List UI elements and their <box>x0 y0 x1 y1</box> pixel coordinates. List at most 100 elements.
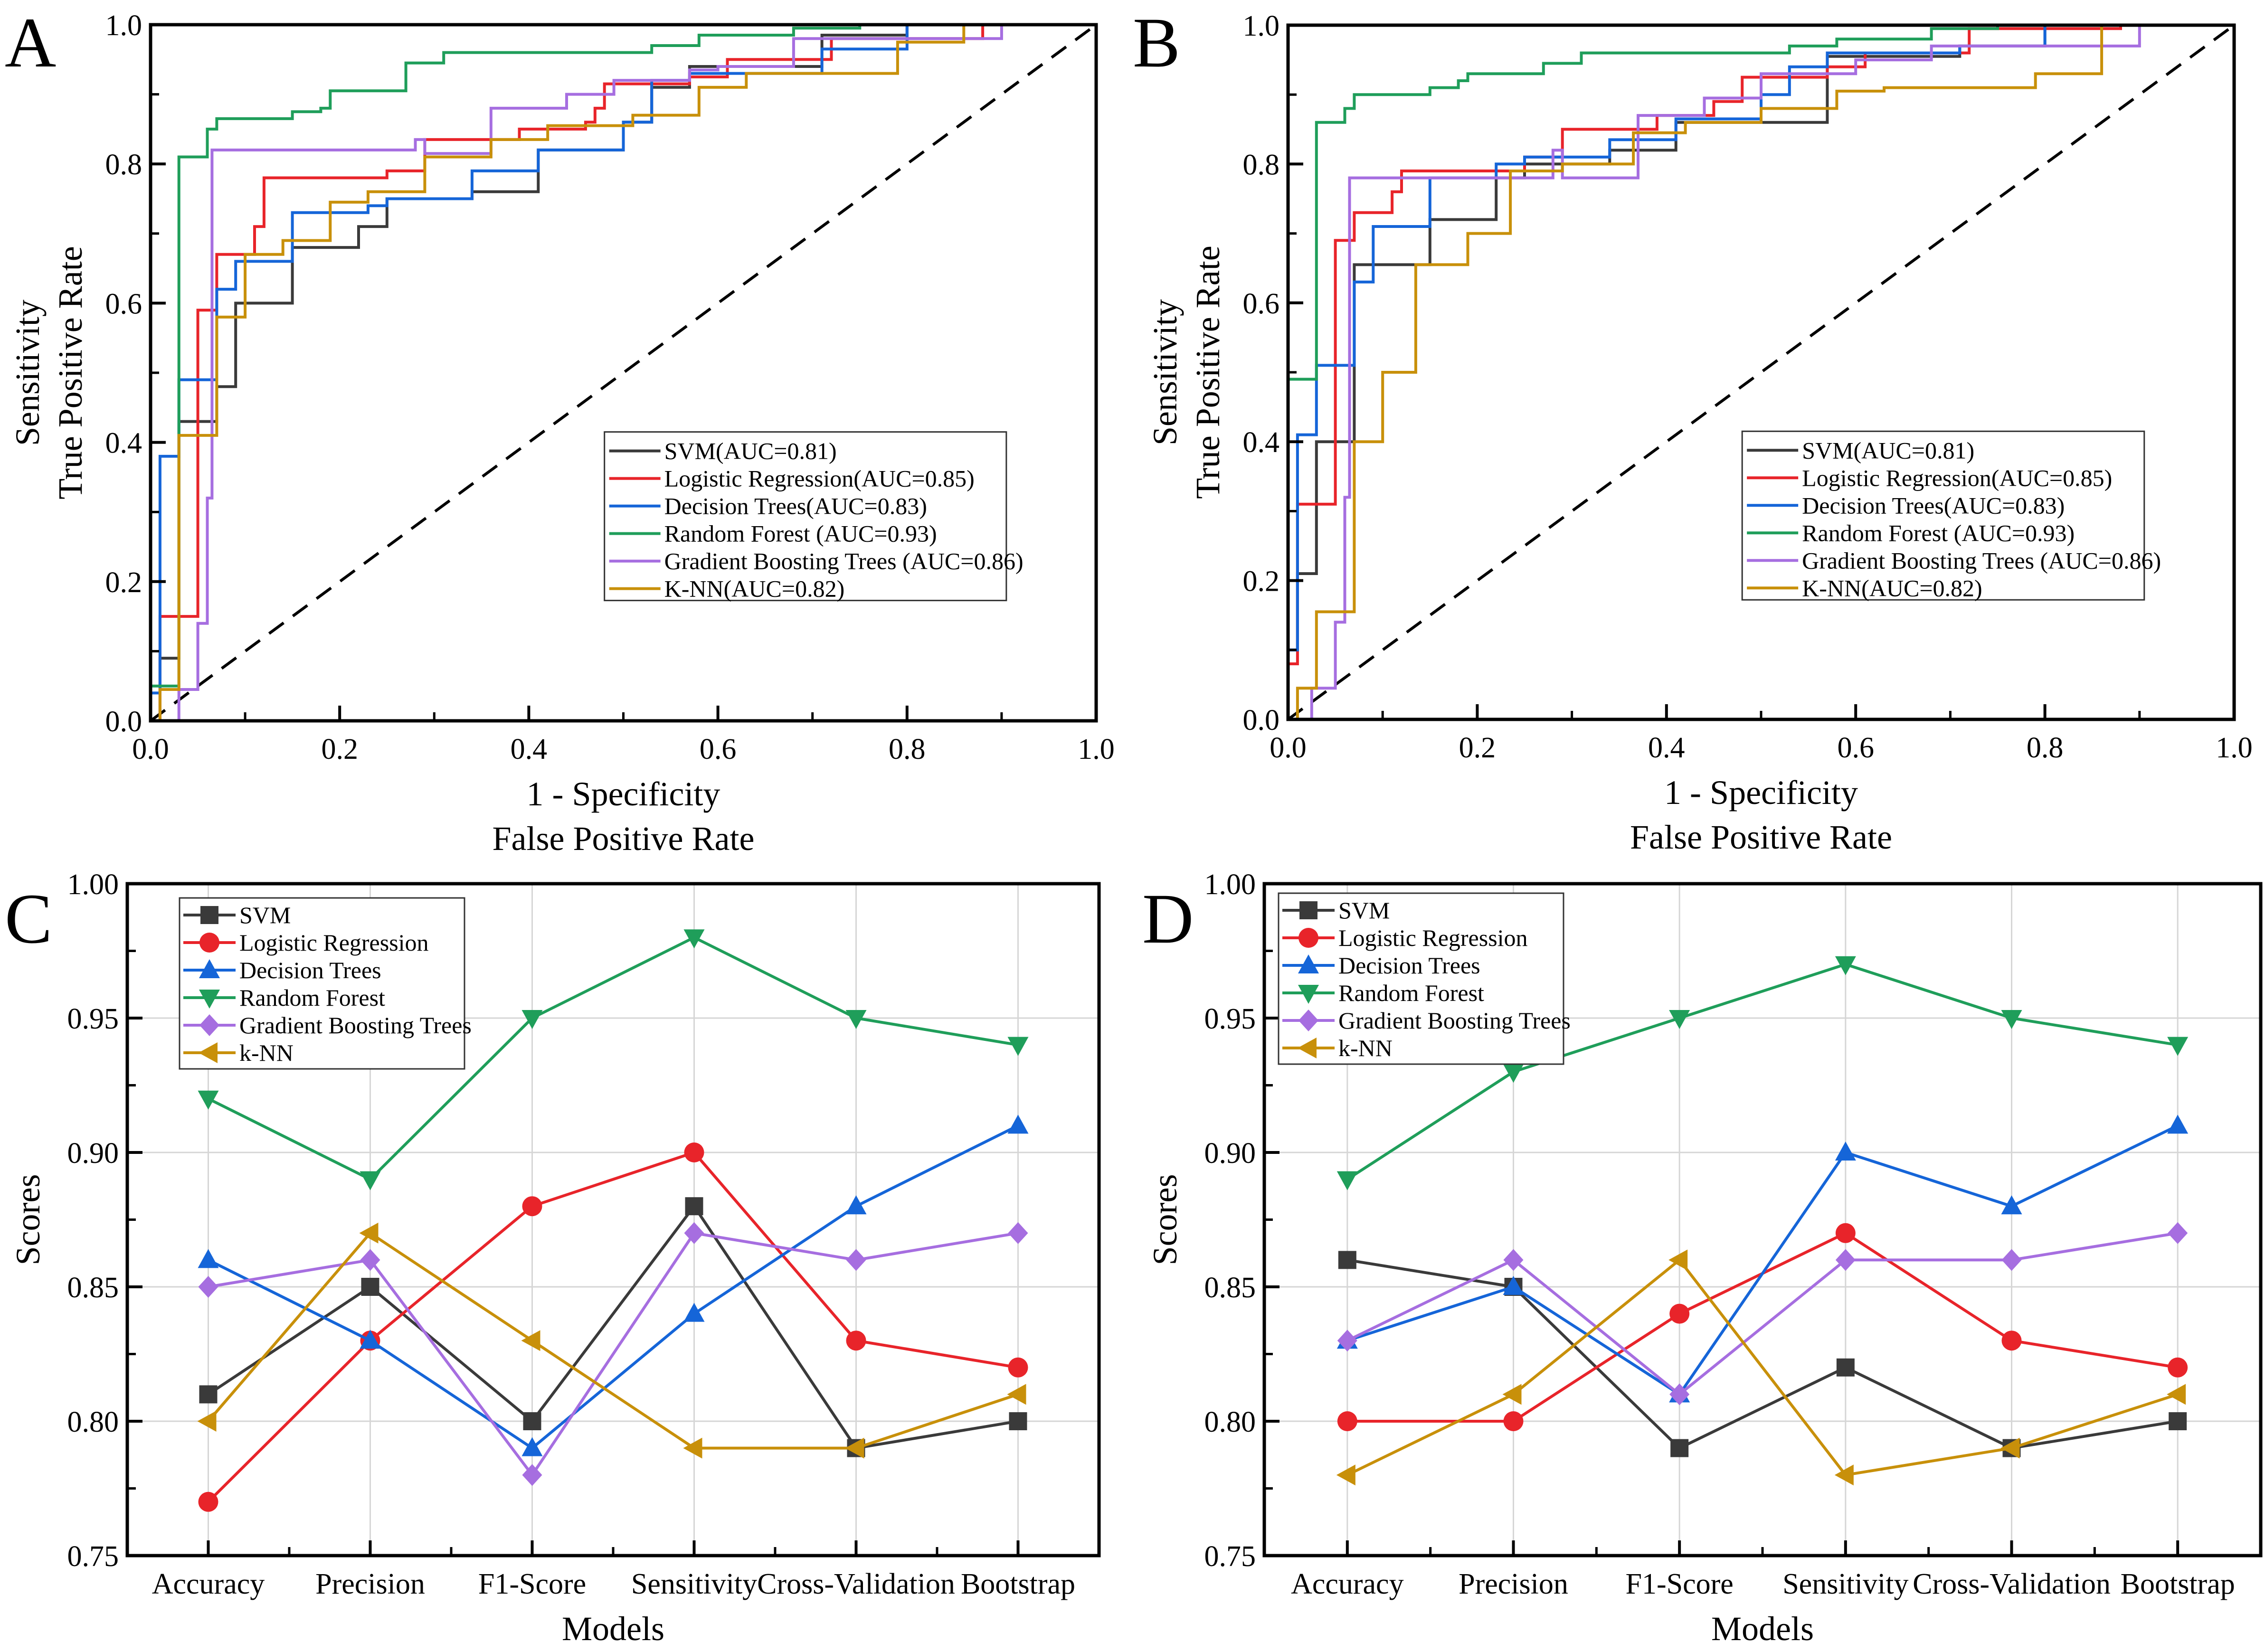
marker-triangle-up <box>360 1330 381 1349</box>
y-axis-title: Sensitivity <box>9 300 47 446</box>
marker-square <box>1299 901 1317 919</box>
marker-triangle-up <box>2001 1195 2022 1215</box>
marker-circle <box>1503 1411 1524 1431</box>
series-2 <box>198 1114 1029 1456</box>
legend-label: Logistic Regression <box>1338 925 1528 951</box>
series-4 <box>198 1222 1028 1486</box>
marker-triangle-left <box>1298 1038 1317 1058</box>
marker-triangle-left <box>2167 1384 2186 1405</box>
marker-circle <box>846 1331 866 1351</box>
legend-label: k-NN <box>1338 1035 1393 1061</box>
marker-triangle-left <box>359 1222 379 1244</box>
marker-triangle-up <box>2167 1114 2189 1134</box>
legend-label: Gradient Boosting Trees (AUC=0.86) <box>1802 547 2161 574</box>
marker-circle <box>684 1142 704 1162</box>
series-3 <box>1336 956 2189 1190</box>
legend-item: Gradient Boosting Trees (AUC=0.86) <box>609 548 1024 575</box>
x-tick-label: 0.2 <box>1459 732 1496 764</box>
marker-triangle-up <box>1298 954 1319 973</box>
series-line <box>1346 1231 2178 1397</box>
series-0 <box>1338 1251 2187 1457</box>
x-tick-label: F1-Score <box>478 1568 586 1600</box>
marker-square <box>2169 1412 2187 1430</box>
marker-circle <box>198 1492 218 1512</box>
legend-item: Decision Trees <box>1282 952 1480 979</box>
marker-triangle-left <box>1502 1384 1522 1405</box>
marker-diamond <box>2001 1249 2022 1271</box>
y-axis-subtitle: True Positive Rate <box>51 246 89 499</box>
marker-circle <box>199 933 219 953</box>
x-axis-title: Models <box>1711 1610 1814 1648</box>
marker-circle <box>1337 1411 1357 1431</box>
marker-circle <box>1298 928 1318 948</box>
panel-letter: C <box>5 879 52 958</box>
legend-label: SVM(AUC=0.81) <box>1802 437 1974 463</box>
legend-label: SVM(AUC=0.81) <box>664 438 837 464</box>
roc-curve-5 <box>1288 24 2234 721</box>
marker-triangle-up <box>1007 1114 1029 1134</box>
y-tick-label: 0.95 <box>1204 1003 1256 1035</box>
marker-triangle-left <box>845 1437 864 1459</box>
y-tick-label: 0.8 <box>1243 149 1280 181</box>
legend-label: Decision Trees <box>239 957 381 983</box>
x-axis-title: 1 - Specificity <box>527 775 720 813</box>
y-tick-label: 1.00 <box>1204 868 1256 901</box>
y-tick-label: 0.75 <box>1204 1540 1256 1573</box>
y-tick-label: 0.6 <box>1243 288 1280 320</box>
legend-item: Random Forest <box>1282 980 1484 1006</box>
series-line <box>1346 963 2178 1181</box>
x-tick-label: Precision <box>315 1568 425 1600</box>
marker-square <box>199 1385 218 1404</box>
series-line <box>207 1151 1018 1503</box>
legend-label: Decision Trees(AUC=0.83) <box>664 493 927 519</box>
reference-diagonal-line <box>1287 24 2235 721</box>
y-tick-label: 0.95 <box>67 1003 119 1035</box>
marker-diamond <box>522 1464 542 1486</box>
marker-circle <box>2001 1331 2022 1351</box>
legend-label: SVM <box>239 902 291 928</box>
y-tick-label: 0.0 <box>1243 704 1280 736</box>
legend-item: SVM <box>1282 897 1390 924</box>
marker-triangle-up <box>198 1249 219 1268</box>
x-tick-label: 1.0 <box>1078 733 1115 765</box>
marker-diamond <box>846 1249 866 1271</box>
legend: SVM(AUC=0.81)Logistic Regression(AUC=0.8… <box>604 431 1024 602</box>
legend-label: Gradient Boosting Trees <box>239 1012 472 1038</box>
panel-c: C Accuracy Precision F1-Score Sensitivity Cro… <box>5 868 1101 1648</box>
marker-triangle-left <box>197 1411 217 1432</box>
x-axis-title: Models <box>562 1610 664 1648</box>
y-tick-label: 0.6 <box>105 288 142 320</box>
y-tick-label: 0.2 <box>1243 566 1280 598</box>
marker-circle <box>1669 1303 1690 1324</box>
x-tick-label: 0.4 <box>511 733 548 765</box>
x-tick-label: Accuracy <box>1291 1568 1404 1600</box>
legend-item: SVM <box>183 902 291 928</box>
legend-item: Random Forest <box>183 984 385 1011</box>
marker-square <box>1338 1251 1356 1269</box>
legend-item: Decision Trees <box>183 957 381 983</box>
panel-letter: A <box>5 3 56 82</box>
legend-label: Logistic Regression(AUC=0.85) <box>664 465 975 492</box>
legend-label: Gradient Boosting Trees (AUC=0.86) <box>664 548 1024 575</box>
series-line <box>208 1231 1018 1478</box>
x-axis-subtitle: False Positive Rate <box>1630 818 1892 856</box>
y-tick-label: 0.90 <box>1204 1137 1256 1170</box>
marker-square <box>1836 1358 1855 1377</box>
legend-item: k-NN <box>183 1039 294 1066</box>
x-tick-label: Bootstrap <box>2121 1568 2235 1600</box>
y-tick-label: 1.00 <box>67 868 119 901</box>
marker-diamond <box>2168 1222 2188 1244</box>
series-1 <box>198 1142 1028 1512</box>
legend-item: Logistic Regression <box>1282 925 1528 951</box>
marker-triangle-down <box>1336 1171 1358 1190</box>
x-tick-label: 1.0 <box>2216 732 2253 764</box>
series-5 <box>197 1222 1026 1459</box>
x-tick-label: 0.8 <box>2027 732 2064 764</box>
y-tick-label: 0.75 <box>67 1540 119 1573</box>
series-3 <box>198 929 1029 1190</box>
x-tick-label: Cross-Validation <box>1913 1568 2111 1600</box>
legend-label: Gradient Boosting Trees <box>1338 1007 1571 1034</box>
legend-item: Logistic Regression(AUC=0.85) <box>1747 464 2112 491</box>
legend: SVM(AUC=0.81)Logistic Regression(AUC=0.8… <box>1741 430 2161 601</box>
